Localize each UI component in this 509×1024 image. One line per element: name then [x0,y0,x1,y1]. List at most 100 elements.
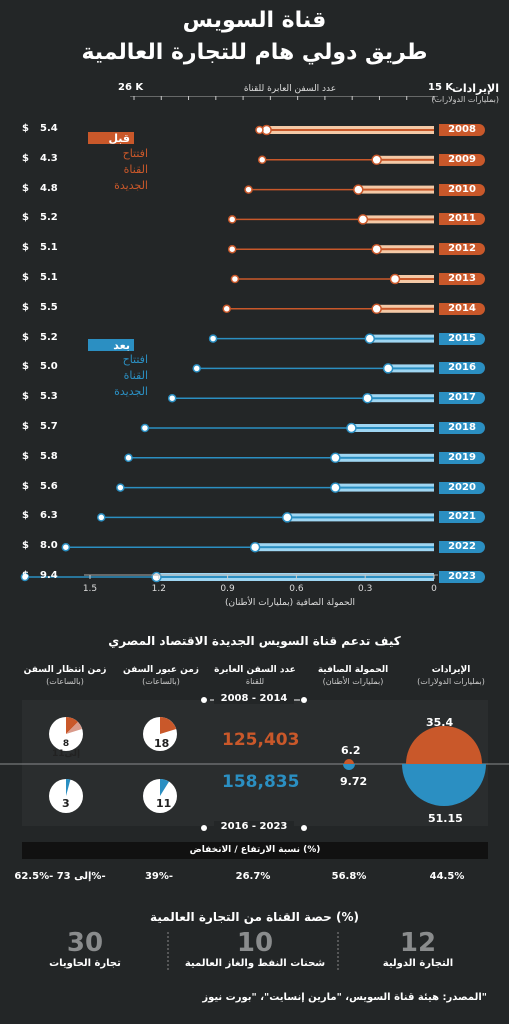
ships-before-value: 125,403 [222,730,300,750]
ships-dot [227,215,237,224]
chart-row-2023 [20,571,435,583]
share-oil-gas-label: شحنات النفط والغاز العالمية [184,958,326,969]
tonnage-bar-core [388,367,434,370]
tonnage-dot [346,422,357,434]
ships-dot [116,483,125,492]
ships-dot [192,364,201,373]
col-head-transit-unit: (بالساعات) [142,677,180,686]
col-head-revenue-label: الإيرادات [431,665,471,675]
tonnage-dot [389,273,401,285]
tonnage-after-value: 9.72 [340,775,368,788]
bottom-axis-tick-label: 0.9 [220,584,235,594]
tonnage-bar-core [376,248,434,251]
ships-after-value: 158,835 [222,772,300,792]
transit-before-pie [143,717,177,751]
chart-row-2015 [208,333,434,344]
share-containers-label: تجارة الحاويات [49,958,121,969]
year-label: 2010 [439,183,485,196]
col-head-ships: عدد السفن العابرة للقناة [210,664,300,688]
period-before-dot-left [201,697,207,703]
ships-dot [167,393,177,403]
tonnage-bar-core [376,158,434,161]
tonnage-bar-core [335,486,434,489]
year-label: 2018 [439,422,485,434]
revenue-currency: $ [22,272,29,283]
transit-after-value: 11 [156,797,172,810]
legend-after-line3: الجديدة [114,385,148,398]
share-oil-gas-value: 10 [236,928,274,958]
change-revenue: 44.5% [429,871,465,882]
revenue-value: 6.3 [40,510,58,522]
tonnage-bar-core [266,129,434,131]
revenue-value: 5.1 [40,242,58,254]
tonnage-bar-core [369,337,434,340]
year-label: 2011 [439,213,485,226]
tonnage-dot [330,452,341,464]
top-axis-right-tick: 15 K [428,82,454,93]
revenue-value: 9.4 [40,570,58,581]
tonnage-dot [249,541,261,553]
revenue-currency: $ [22,331,29,343]
chart-row-2021 [97,512,434,523]
economy-title: كيف تدعم قناة السويس الجديدة الاقتصاد ال… [108,634,401,648]
tonnage-dot [364,333,376,344]
ships-dot [244,185,253,194]
period-before: 2008 - 2014 [214,693,294,704]
legend-before-line3: الجديدة [114,179,148,192]
economy-graphics [0,697,509,831]
col-head-tonnage-label: الحمولة الصافية [317,665,389,675]
revenue-before-semicircle [406,726,482,764]
transit-before-value: 18 [154,737,170,750]
bottom-axis-tick-label: 1.2 [152,584,166,594]
tonnage-bar-core [395,278,434,280]
year-label: 2014 [439,302,485,315]
tonnage-dot [281,512,293,523]
tonnage-bar-core [376,307,434,310]
tonnage-bar-core [255,546,434,549]
year-label: 2013 [439,273,485,285]
ships-dot [97,513,106,522]
bottom-axis-tick-label: 0.3 [358,584,372,594]
bottom-axis-tick-label: 0.6 [289,584,304,594]
share-title: حصة القناة من التجارة العالمية (%) [150,910,359,924]
change-tonnage: 56.8% [331,871,367,882]
top-axis-left-tick: 26 K [118,82,144,93]
revenue-header-unit: (بمليارات الدولارات) [431,95,499,104]
chart-row-2008 [255,124,434,136]
revenue-value: 5.0 [40,361,58,373]
year-label: 2019 [439,451,485,464]
tonnage-bar-core [351,427,434,429]
tonnage-bar-core [335,456,434,459]
period-after: 2016 - 2023 [214,821,294,832]
period-after-dot-left [201,825,207,831]
source-note: المصدر: هيئة قناة السويس، "مارين إنسايت"… [202,992,487,1003]
year-label: 2012 [439,243,485,256]
col-head-ships-label: عدد السفن العابرة [214,665,296,675]
lollipop-chart: 1.5 1.2 0.9 0.6 0.3 0 [20,96,438,594]
revenue-value: 5.3 [40,391,58,403]
share-containers-value: 30 [66,928,104,958]
revenue-value: 5.2 [40,331,58,343]
bottom-axis-tick-label: 0 [431,584,437,594]
share-international-label: التجارة الدولية [382,958,454,969]
chart-row-2020 [116,482,434,493]
tonnage-before-value: 6.2 [341,744,361,757]
chart-row-2019 [124,452,434,464]
legend-before-line2: القناة [123,163,148,176]
chart-row-2012 [227,243,434,255]
tonnage-bar-core [156,576,435,578]
revenue-value: 5.4 [40,123,58,134]
revenue-value: 5.7 [40,421,58,432]
revenue-currency: $ [22,421,29,432]
ships-dot [230,274,240,284]
wait-after-pie [49,779,83,813]
year-label: 2022 [439,541,485,554]
revenue-after-value: 51.15 [428,812,463,825]
revenue-currency: $ [22,361,29,373]
revenue-value: 5.8 [40,450,58,462]
revenue-currency: $ [22,301,29,313]
revenue-currency: $ [22,570,29,581]
bottom-axis-tick-label: 1.5 [83,584,97,594]
legend-after-text: افتتاح القناة الجديدة [88,352,148,400]
tonnage-dot [353,184,364,195]
